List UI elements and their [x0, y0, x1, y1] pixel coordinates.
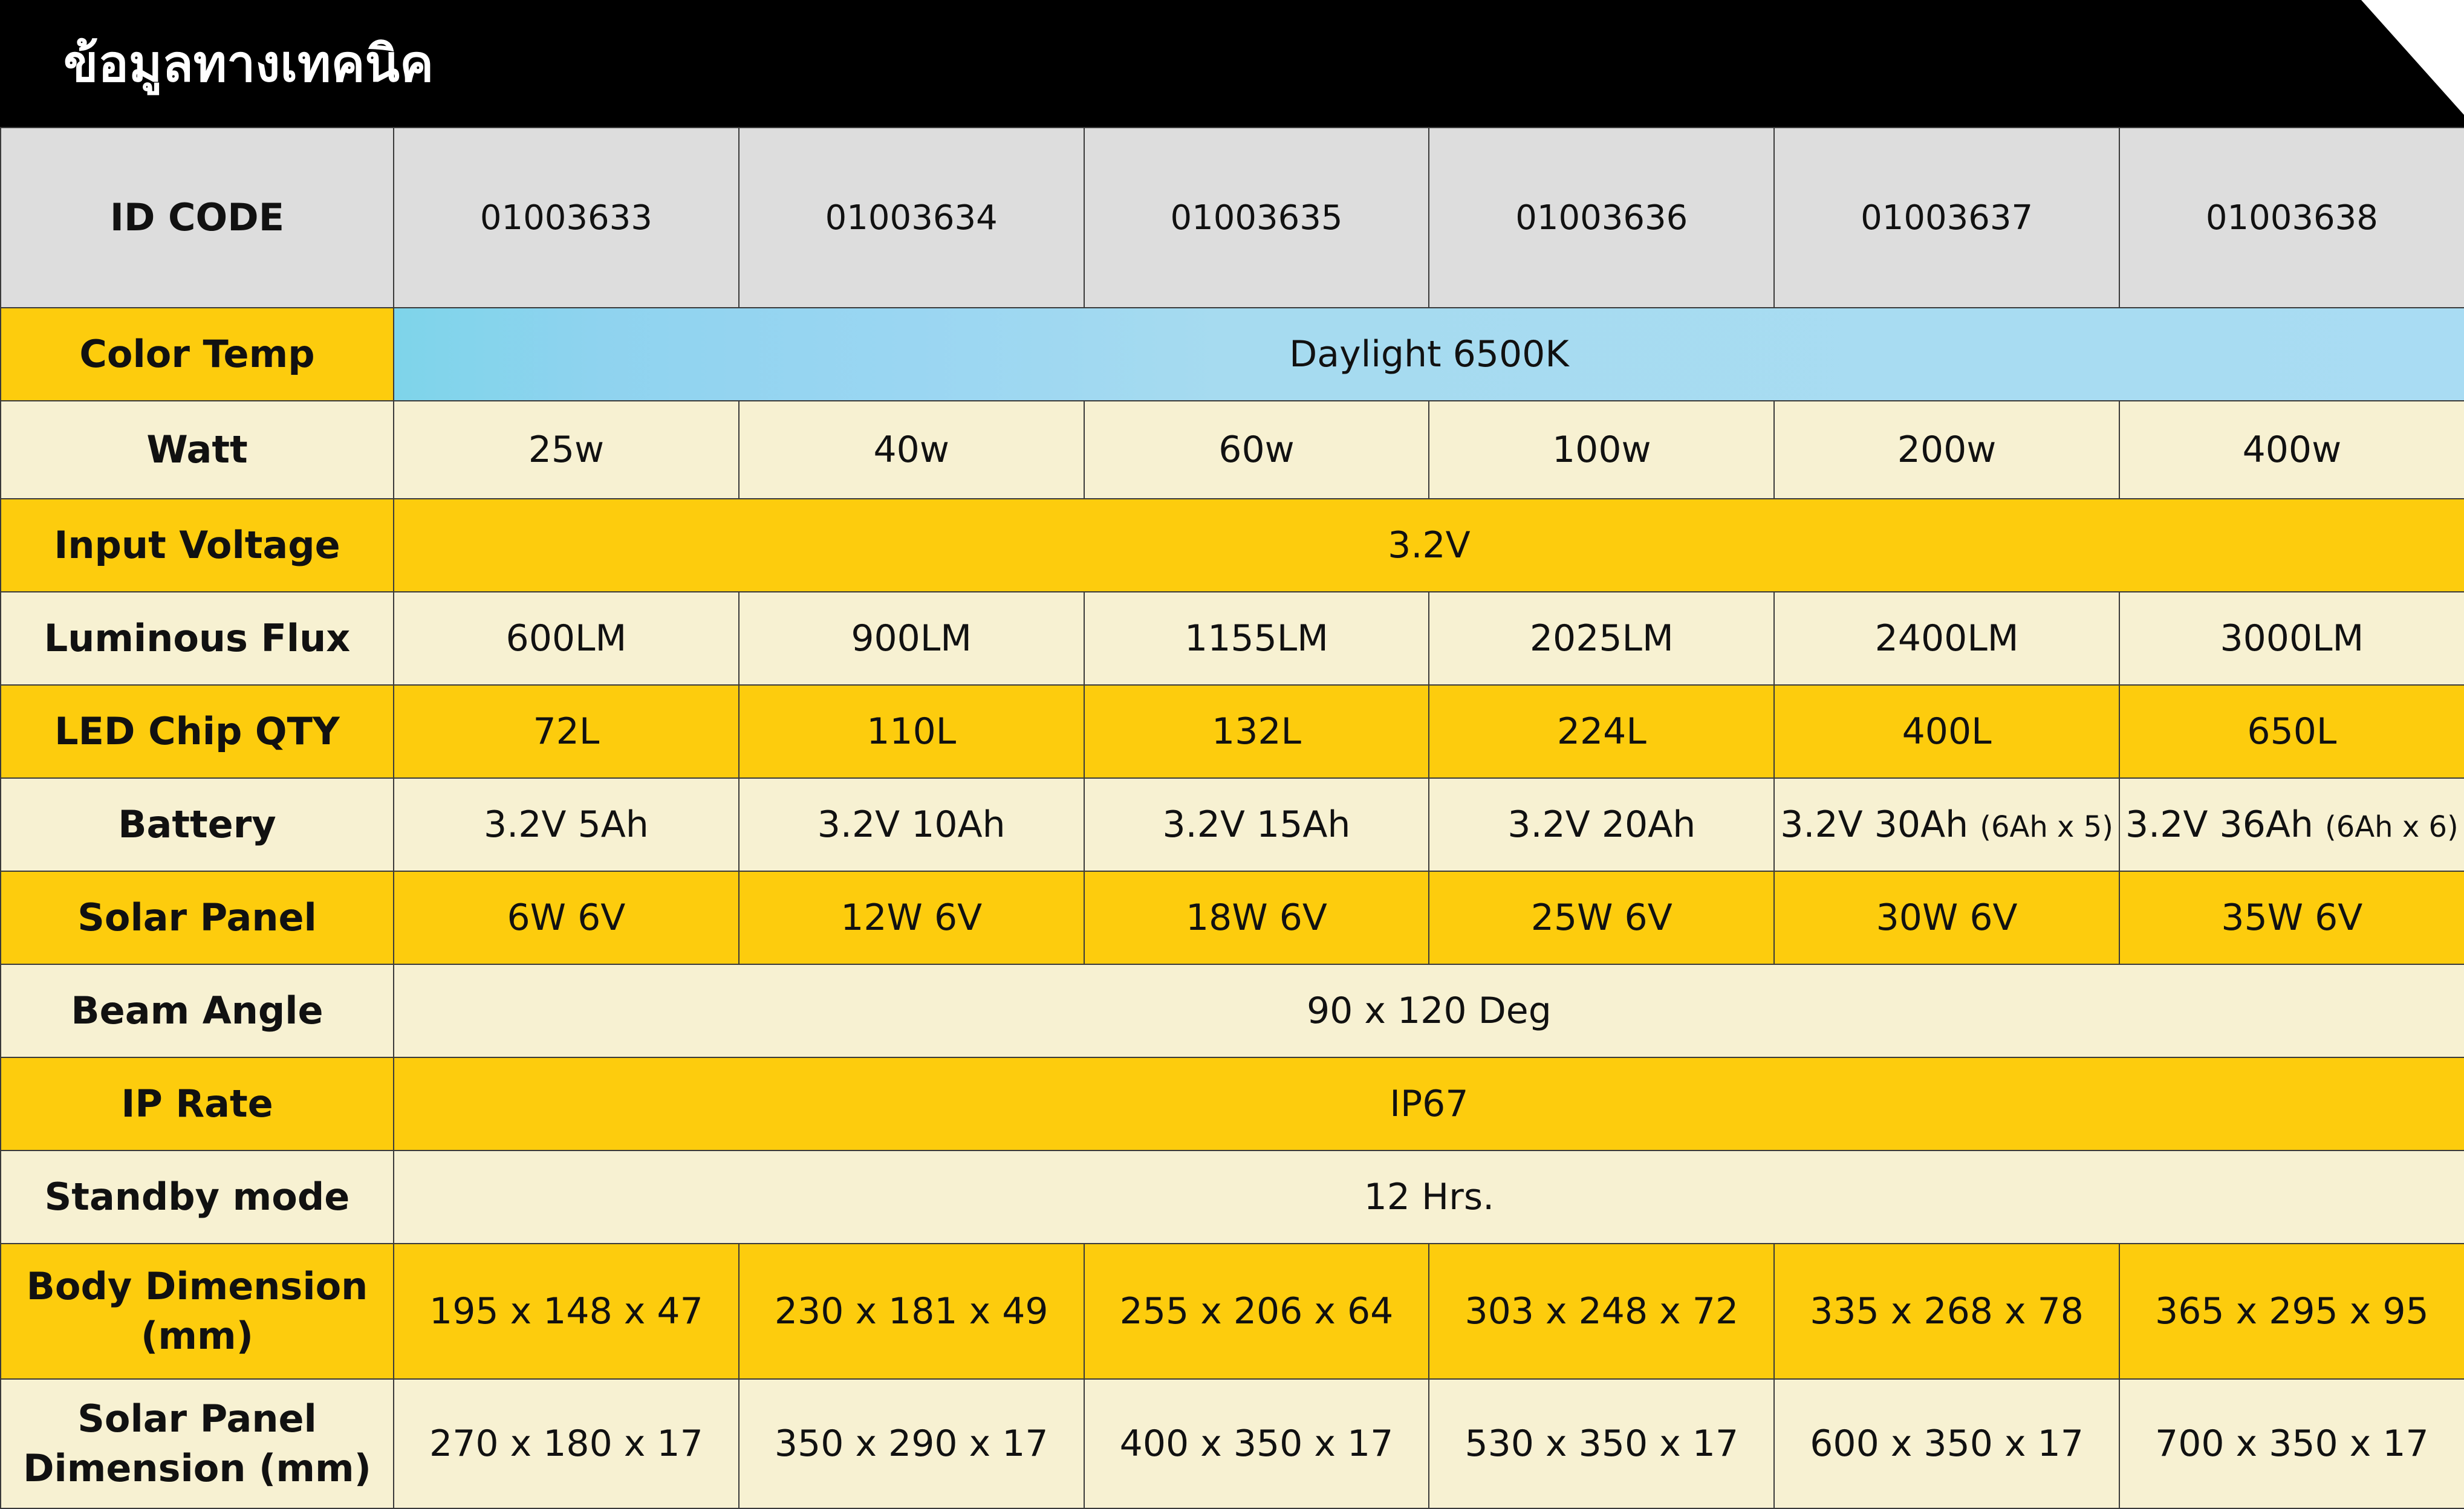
body-dimension-cell: 335 x 268 x 78	[1773, 1243, 2120, 1380]
solar-dimension-cell: 270 x 180 x 17	[393, 1378, 740, 1509]
row-label: Standby mode	[0, 1150, 394, 1244]
luminous-flux-cell: 1155LM	[1083, 591, 1430, 686]
solar-panel-cell: 30W 6V	[1773, 871, 2120, 965]
battery-cell: 3.2V 36Ah (6Ah x 6)	[2118, 777, 2464, 872]
luminous-flux-cell: 2400LM	[1773, 591, 2120, 686]
watt-cell: 25w	[393, 400, 740, 499]
row-label: IP Rate	[0, 1057, 394, 1151]
row-label-line: (mm)	[141, 1314, 253, 1358]
led-chip-cell: 224L	[1428, 684, 1775, 779]
row-led-chip-qty: LED Chip QTY 72L 110L 132L 224L 400L 650…	[0, 684, 2464, 779]
row-solar-panel: Solar Panel 6W 6V 12W 6V 18W 6V 25W 6V 3…	[0, 871, 2464, 965]
watt-cell: 400w	[2118, 400, 2464, 499]
color-temp-value: Daylight 6500K	[393, 307, 2464, 401]
led-chip-cell: 132L	[1083, 684, 1430, 779]
solar-panel-cell: 12W 6V	[738, 871, 1085, 965]
body-dimension-cell: 195 x 148 x 47	[393, 1243, 740, 1380]
beam-angle-value: 90 x 120 Deg	[393, 964, 2464, 1058]
body-dimension-cell: 303 x 248 x 72	[1428, 1243, 1775, 1380]
battery-cell: 3.2V 15Ah	[1083, 777, 1430, 872]
id-code-cell: 01003634	[738, 127, 1085, 308]
watt-cell: 100w	[1428, 400, 1775, 499]
battery-cell: 3.2V 5Ah	[393, 777, 740, 872]
solar-panel-cell: 35W 6V	[2118, 871, 2464, 965]
battery-value: 3.2V 15Ah	[1162, 803, 1351, 846]
id-code-cell: 01003636	[1428, 127, 1775, 308]
row-solar-panel-dimension: Solar Panel Dimension (mm) 270 x 180 x 1…	[0, 1378, 2464, 1509]
body-dimension-cell: 365 x 295 x 95	[2118, 1243, 2464, 1380]
luminous-flux-cell: 3000LM	[2118, 591, 2464, 686]
id-code-cell: 01003633	[393, 127, 740, 308]
body-dimension-cell: 230 x 181 x 49	[738, 1243, 1085, 1380]
battery-cell: 3.2V 10Ah	[738, 777, 1085, 872]
solar-dimension-cell: 700 x 350 x 17	[2118, 1378, 2464, 1509]
battery-value: 3.2V 10Ah	[817, 803, 1006, 846]
battery-value: 3.2V 30Ah	[1780, 803, 1969, 846]
id-code-cell: 01003638	[2118, 127, 2464, 308]
row-color-temp: Color Temp Daylight 6500K	[0, 307, 2464, 401]
row-label: Body Dimension (mm)	[0, 1243, 394, 1380]
row-label-line: Body Dimension	[26, 1264, 368, 1309]
row-beam-angle: Beam Angle 90 x 120 Deg	[0, 964, 2464, 1058]
spec-table: ID CODE 01003633 01003634 01003635 01003…	[0, 127, 2464, 1509]
row-label: Solar Panel Dimension (mm)	[0, 1378, 394, 1509]
solar-dimension-cell: 350 x 290 x 17	[738, 1378, 1085, 1509]
led-chip-cell: 400L	[1773, 684, 2120, 779]
row-label: Input Voltage	[0, 498, 394, 592]
body-dimension-cell: 255 x 206 x 64	[1083, 1243, 1430, 1380]
luminous-flux-cell: 900LM	[738, 591, 1085, 686]
battery-value: 3.2V 5Ah	[484, 803, 649, 846]
watt-cell: 200w	[1773, 400, 2120, 499]
row-id-code: ID CODE 01003633 01003634 01003635 01003…	[0, 127, 2464, 308]
battery-cell: 3.2V 30Ah (6Ah x 5)	[1773, 777, 2120, 872]
row-label: Battery	[0, 777, 394, 872]
id-code-cell: 01003635	[1083, 127, 1430, 308]
battery-value: 3.2V 36Ah	[2125, 803, 2313, 846]
row-label: Color Temp	[0, 307, 394, 401]
page-title: ข้อมูลทางเทคนิค	[63, 34, 434, 93]
ip-rate-value: IP67	[393, 1057, 2464, 1151]
row-label: Beam Angle	[0, 964, 394, 1058]
standby-mode-value: 12 Hrs.	[393, 1150, 2464, 1244]
led-chip-cell: 72L	[393, 684, 740, 779]
row-body-dimension: Body Dimension (mm) 195 x 148 x 47 230 x…	[0, 1243, 2464, 1380]
battery-note: (6Ah x 5)	[1980, 810, 2113, 844]
solar-dimension-cell: 530 x 350 x 17	[1428, 1378, 1775, 1509]
input-voltage-value: 3.2V	[393, 498, 2464, 592]
row-ip-rate: IP Rate IP67	[0, 1057, 2464, 1151]
row-luminous-flux: Luminous Flux 600LM 900LM 1155LM 2025LM …	[0, 591, 2464, 686]
solar-dimension-cell: 400 x 350 x 17	[1083, 1378, 1430, 1509]
row-label-line: Solar Panel	[77, 1397, 317, 1441]
led-chip-cell: 110L	[738, 684, 1085, 779]
header-band	[0, 0, 2464, 127]
luminous-flux-cell: 600LM	[393, 591, 740, 686]
row-input-voltage: Input Voltage 3.2V	[0, 498, 2464, 592]
row-battery: Battery 3.2V 5Ah 3.2V 10Ah 3.2V 15Ah 3.2…	[0, 777, 2464, 872]
solar-dimension-cell: 600 x 350 x 17	[1773, 1378, 2120, 1509]
battery-note: (6Ah x 6)	[2325, 810, 2459, 844]
watt-cell: 40w	[738, 400, 1085, 499]
solar-panel-cell: 6W 6V	[393, 871, 740, 965]
row-watt: Watt 25w 40w 60w 100w 200w 400w	[0, 400, 2464, 499]
solar-panel-cell: 25W 6V	[1428, 871, 1775, 965]
row-label-line: Dimension (mm)	[23, 1446, 371, 1490]
battery-cell: 3.2V 20Ah	[1428, 777, 1775, 872]
row-label: ID CODE	[0, 127, 394, 308]
row-label: LED Chip QTY	[0, 684, 394, 779]
led-chip-cell: 650L	[2118, 684, 2464, 779]
row-label: Watt	[0, 400, 394, 499]
watt-cell: 60w	[1083, 400, 1430, 499]
row-standby-mode: Standby mode 12 Hrs.	[0, 1150, 2464, 1244]
luminous-flux-cell: 2025LM	[1428, 591, 1775, 686]
row-label: Luminous Flux	[0, 591, 394, 686]
row-label: Solar Panel	[0, 871, 394, 965]
solar-panel-cell: 18W 6V	[1083, 871, 1430, 965]
id-code-cell: 01003637	[1773, 127, 2120, 308]
battery-value: 3.2V 20Ah	[1507, 803, 1696, 846]
